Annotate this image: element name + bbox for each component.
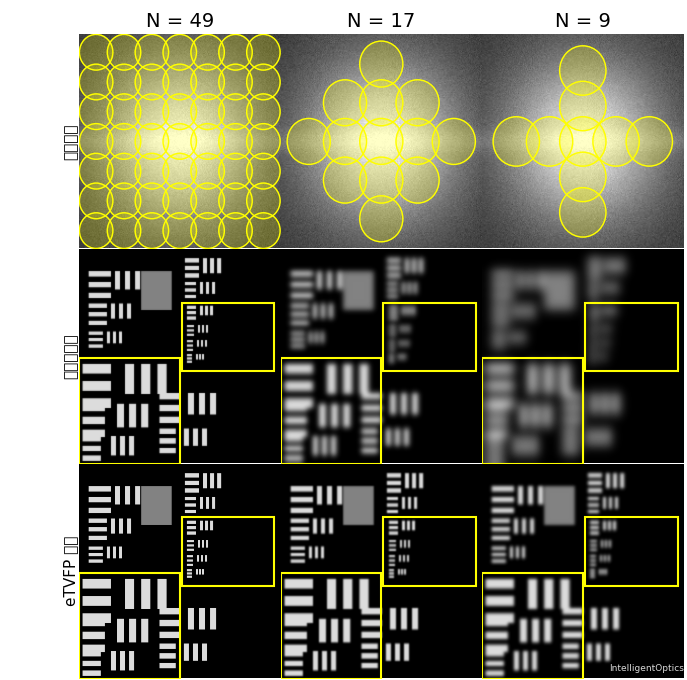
Circle shape [247,213,280,248]
Bar [79,358,180,464]
Circle shape [135,94,168,130]
Circle shape [247,124,280,159]
Circle shape [107,124,141,159]
Circle shape [493,117,539,166]
Circle shape [287,118,330,165]
Text: N = 9: N = 9 [555,12,611,31]
Text: IntelligentOptics: IntelligentOptics [609,664,684,673]
Circle shape [560,117,606,166]
Circle shape [560,152,606,201]
Bar [182,517,275,586]
Circle shape [80,153,113,189]
Circle shape [324,157,367,203]
Circle shape [107,213,141,248]
Circle shape [163,35,196,70]
Circle shape [247,35,280,70]
Circle shape [432,118,475,165]
Circle shape [360,118,403,165]
Circle shape [396,118,439,165]
Circle shape [191,94,225,130]
Circle shape [80,35,113,70]
Text: N = 49: N = 49 [146,12,214,31]
Bar [79,573,180,679]
Circle shape [360,41,403,87]
Circle shape [626,117,673,166]
Circle shape [163,183,196,219]
Bar [182,303,275,371]
Circle shape [107,35,141,70]
Text: 孔径排布: 孔径排布 [63,123,78,160]
Circle shape [135,183,168,219]
Text: N = 17: N = 17 [347,12,416,31]
Circle shape [80,64,113,100]
Circle shape [526,117,573,166]
Circle shape [163,94,196,130]
Circle shape [107,94,141,130]
Circle shape [80,213,113,248]
Circle shape [135,124,168,159]
Circle shape [218,124,252,159]
Circle shape [135,64,168,100]
Circle shape [218,35,252,70]
Circle shape [191,183,225,219]
Circle shape [163,64,196,100]
Circle shape [360,196,403,242]
Circle shape [593,117,639,166]
Bar [585,517,677,586]
Circle shape [80,94,113,130]
Bar [383,303,476,371]
Circle shape [80,183,113,219]
Circle shape [163,213,196,248]
Bar [482,573,583,679]
Circle shape [247,94,280,130]
Circle shape [80,124,113,159]
Circle shape [163,124,196,159]
Circle shape [396,157,439,203]
Bar [383,517,476,586]
Circle shape [324,118,367,165]
Circle shape [360,157,403,203]
Circle shape [218,64,252,100]
Circle shape [135,35,168,70]
Bar [482,358,583,464]
Circle shape [560,82,606,131]
Circle shape [218,183,252,219]
Circle shape [191,124,225,159]
Circle shape [135,153,168,189]
Circle shape [191,64,225,100]
Circle shape [218,153,252,189]
Text: 高斯牛顿法: 高斯牛顿法 [63,333,78,379]
Circle shape [107,153,141,189]
Circle shape [324,80,367,126]
Circle shape [163,153,196,189]
Circle shape [247,64,280,100]
Circle shape [107,183,141,219]
Circle shape [191,35,225,70]
Circle shape [247,183,280,219]
Text: eTVFP 方法: eTVFP 方法 [63,536,78,607]
Bar [585,303,677,371]
Circle shape [107,64,141,100]
Circle shape [135,213,168,248]
Circle shape [191,213,225,248]
Circle shape [360,80,403,126]
Circle shape [560,188,606,237]
Circle shape [218,94,252,130]
Circle shape [560,46,606,95]
Circle shape [396,80,439,126]
Circle shape [218,213,252,248]
Circle shape [191,153,225,189]
Bar [280,573,381,679]
Bar [280,358,381,464]
Circle shape [247,153,280,189]
